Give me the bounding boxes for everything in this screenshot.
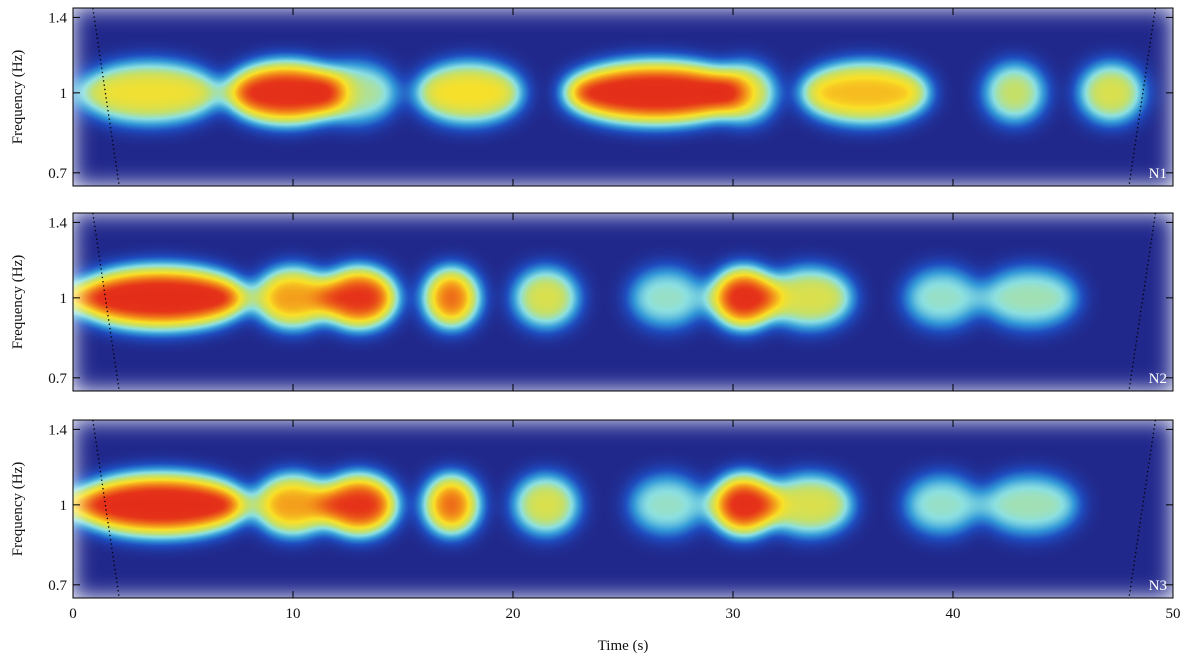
y-tick-label: 1 bbox=[60, 291, 68, 307]
y-tick-label: 1.4 bbox=[48, 215, 67, 231]
power-blob bbox=[903, 474, 981, 535]
x-tick-label: 10 bbox=[286, 606, 301, 622]
power-blob bbox=[711, 62, 777, 123]
power-blob bbox=[310, 62, 399, 123]
y-tick-label: 1 bbox=[60, 86, 68, 102]
power-blob bbox=[799, 62, 931, 123]
x-tick-label: 0 bbox=[69, 606, 77, 622]
power-blob bbox=[562, 62, 750, 123]
power-blob bbox=[254, 474, 332, 535]
power-blob bbox=[423, 474, 479, 535]
power-blob bbox=[766, 267, 854, 328]
x-axis-label: Time (s) bbox=[598, 638, 649, 654]
panel-label: N1 bbox=[1149, 166, 1167, 182]
heatmap bbox=[73, 8, 1173, 186]
heatmap bbox=[73, 213, 1173, 391]
power-blob bbox=[983, 62, 1046, 123]
plot-frame bbox=[72, 7, 1174, 187]
power-blob bbox=[711, 267, 777, 328]
plot-frame bbox=[72, 212, 1174, 392]
power-blob bbox=[78, 62, 222, 123]
x-tick-label: 30 bbox=[726, 606, 741, 622]
power-blob bbox=[73, 267, 249, 328]
power-blob bbox=[254, 267, 332, 328]
power-blob bbox=[423, 267, 479, 328]
y-axis-label: Frequency (Hz) bbox=[10, 50, 26, 145]
y-tick-label: 1.4 bbox=[48, 422, 67, 438]
panel-label: N2 bbox=[1149, 371, 1167, 387]
panel-label: N3 bbox=[1149, 578, 1167, 594]
power-blob bbox=[73, 474, 249, 535]
x-tick-label: 40 bbox=[946, 606, 961, 622]
y-tick-label: 0.7 bbox=[48, 371, 67, 387]
power-blob bbox=[320, 474, 398, 535]
power-blob bbox=[414, 62, 524, 123]
power-blob bbox=[513, 474, 579, 535]
power-blob bbox=[980, 267, 1080, 328]
y-tick-label: 1 bbox=[60, 498, 68, 514]
power-blob bbox=[903, 267, 981, 328]
power-blob bbox=[711, 474, 777, 535]
heatmap-field bbox=[73, 420, 1173, 598]
power-blob bbox=[628, 474, 706, 535]
y-tick-label: 0.7 bbox=[48, 578, 67, 594]
y-axis-label: Frequency (Hz) bbox=[10, 255, 26, 350]
power-blob bbox=[628, 267, 706, 328]
x-tick-label: 50 bbox=[1166, 606, 1181, 622]
y-tick-label: 0.7 bbox=[48, 166, 67, 182]
power-blob bbox=[513, 267, 579, 328]
y-axis-label: Frequency (Hz) bbox=[10, 462, 26, 557]
power-blob bbox=[1078, 62, 1145, 123]
heatmap-field bbox=[73, 8, 1173, 186]
power-blob bbox=[766, 474, 854, 535]
power-blob bbox=[320, 267, 398, 328]
y-tick-label: 1.4 bbox=[48, 10, 67, 26]
x-tick-label: 20 bbox=[506, 606, 521, 622]
power-blob bbox=[980, 474, 1080, 535]
plot-frame bbox=[72, 419, 1174, 599]
heatmap bbox=[73, 420, 1173, 598]
heatmap-field bbox=[73, 213, 1173, 391]
